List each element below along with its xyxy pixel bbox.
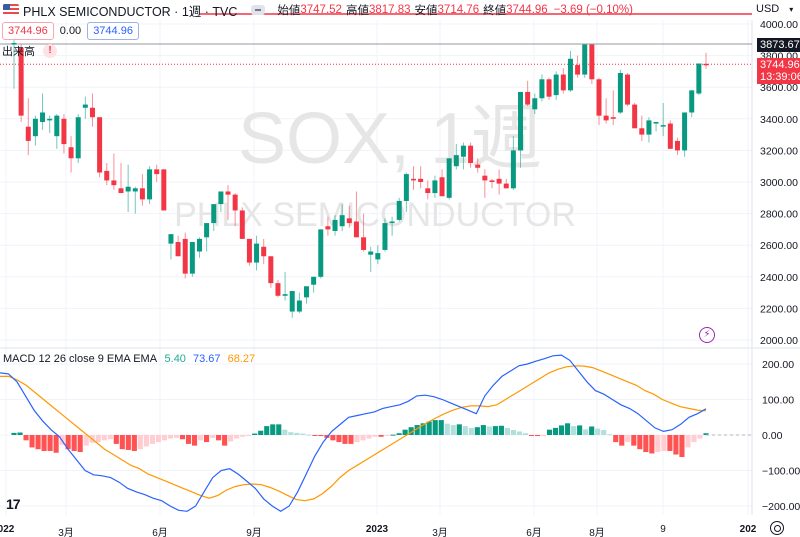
currency-select[interactable]: USD ▾ (756, 3, 793, 15)
macd-legend: MACD 12 26 close 9 EMA EMA 5.40 73.67 68… (3, 353, 255, 365)
us-flag-icon (3, 4, 19, 16)
high-price-tag: 3873.67 (757, 38, 800, 52)
open-value: 3747.52 (300, 4, 342, 16)
svg-text:3200.00: 3200.00 (760, 145, 798, 157)
time-axis-label: 8月 (589, 528, 605, 537)
svg-text:100.00: 100.00 (762, 395, 794, 407)
open-label: 始値 (277, 5, 301, 17)
tradingview-logo[interactable]: 17 (6, 496, 21, 512)
time-axis-label: 3月 (58, 528, 74, 537)
svg-text:2600.00: 2600.00 (760, 240, 798, 252)
low-label: 安値 (414, 5, 438, 17)
time-axis-label: 202 (739, 524, 757, 535)
svg-text:2800.00: 2800.00 (760, 209, 798, 221)
collapse-legend-icon[interactable] (251, 5, 266, 15)
time-axis-label: 3月 (432, 528, 448, 537)
macd-signal-value: 68.27 (227, 353, 256, 365)
last-price-tag: 3744.96 13:39:06 (757, 58, 800, 84)
svg-text:−200.00: −200.00 (762, 501, 800, 513)
svg-text:2000.00: 2000.00 (760, 335, 798, 347)
sell-price-button[interactable]: 3744.96 (2, 22, 54, 40)
low-value: 3714.76 (437, 4, 480, 16)
close-label: 終値 (483, 5, 507, 17)
symbol-legend: PHLX SEMICONDUCTOR · 1週 · TVC 始値 3747.52… (0, 0, 633, 20)
settings-icon[interactable] (770, 521, 784, 535)
time-axis-label: 9 (660, 524, 666, 535)
svg-text:200.00: 200.00 (762, 359, 794, 371)
volume-legend: 出来高 ! (2, 43, 57, 59)
svg-text:−100.00: −100.00 (762, 466, 800, 478)
svg-text:2400.00: 2400.00 (760, 272, 798, 284)
svg-text:3600.00: 3600.00 (760, 82, 798, 94)
high-label: 高値 (345, 5, 369, 17)
macd-histogram (11, 420, 709, 458)
symbol-title[interactable]: PHLX SEMICONDUCTOR · 1週 · TVC (23, 4, 238, 19)
bar-countdown: 13:39:06 (760, 71, 800, 83)
macd-histogram-value: 5.40 (164, 353, 186, 365)
macd-signal-line (0, 365, 707, 502)
svg-text:3000.00: 3000.00 (760, 177, 798, 189)
spread-value: 0.00 (59, 25, 82, 37)
time-axis-label: 6月 (152, 528, 168, 537)
time-axis-label: 6月 (526, 528, 542, 537)
candlestick-series (11, 39, 709, 318)
high-value: 3817.83 (368, 4, 411, 16)
lightning-alert-icon[interactable]: ⚡ (699, 327, 715, 343)
svg-text:2200.00: 2200.00 (760, 303, 798, 315)
macd-line (0, 354, 707, 513)
last-price-value: 3744.96 (760, 59, 800, 71)
currency-label: USD (756, 3, 780, 15)
volume-label[interactable]: 出来高 (2, 46, 35, 58)
close-value: 3744.96 (506, 4, 548, 16)
svg-text:4000.00: 4000.00 (760, 19, 798, 31)
macd-line-value: 73.67 (193, 353, 221, 365)
buy-price-button[interactable]: 3744.96 (87, 22, 139, 40)
svg-text:0.00: 0.00 (762, 430, 783, 442)
watermark-symbol: SOX, 1週 (238, 99, 542, 179)
svg-text:3400.00: 3400.00 (760, 114, 798, 126)
time-axis-label: 9月 (246, 528, 262, 537)
warning-icon[interactable]: ! (43, 44, 57, 58)
change-value: −3.69 (−0.10%) (553, 4, 633, 16)
chevron-down-icon: ▾ (789, 4, 794, 14)
time-axis-label: 2023 (365, 524, 389, 535)
trade-panel: 3744.96 0.00 3744.96 (2, 22, 139, 40)
macd-indicator-label[interactable]: MACD 12 26 close 9 EMA EMA (3, 353, 157, 365)
time-axis-label: 022 (0, 524, 15, 535)
